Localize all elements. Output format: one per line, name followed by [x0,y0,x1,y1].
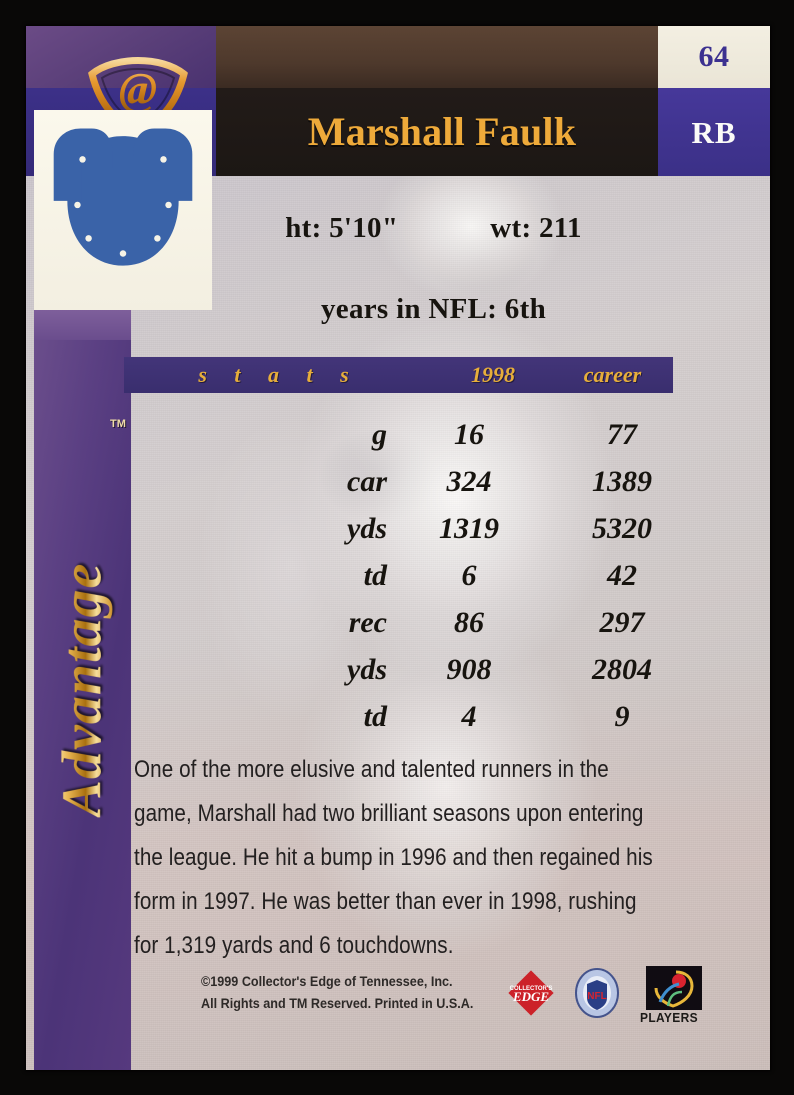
player-vitals: ht: 5'10" wt: 211 years in NFL: 6th [131,186,736,351]
position-label: RB [691,114,737,150]
stats-row: yds 908 2804 [124,646,736,693]
svg-text:EDGE: EDGE [512,989,549,1004]
stats-row-career: 297 [599,605,645,639]
stats-row-label: td [363,699,387,733]
vital-years-in-nfl: years in NFL: 6th [320,293,546,325]
stats-table: g 16 77 car 324 1389 yds 1319 5320 td 6 42 rec 86 297 y… [124,411,736,740]
trading-card: 64 RB Marshall Faulk [26,26,770,1070]
stats-row-season: 1319 [439,511,499,545]
copyright-line-2: All Rights and TM Reserved. Printed in U… [201,995,474,1011]
stats-row-career: 1389 [592,464,652,498]
svg-text:@: @ [119,63,157,114]
stats-header-label: s t a t s [198,361,360,387]
stats-row-label: td [363,558,387,592]
stats-header-career: career [583,361,642,387]
card-number: 64 [698,40,730,73]
stats-row: car 324 1389 [124,458,736,505]
stats-row-label: rec [348,605,387,639]
player-name: Marshall Faulk [307,109,577,154]
stats-header-bar: s t a t s 1998 career [124,357,673,393]
stats-row-season: 6 [461,558,477,592]
card-footer: ©1999 Collector's Edge of Tennessee, Inc… [176,964,736,1042]
stats-row-career: 2804 [592,652,652,686]
stats-row: td 6 42 [124,552,736,599]
stats-row-label: car [347,464,387,498]
stats-row-season: 908 [446,652,492,686]
stats-row-season: 324 [446,464,492,498]
player-bio: One of the more elusive and talented run… [134,748,742,968]
team-logo-box [34,110,212,310]
nfl-players-label: PLAYERS [640,1010,698,1025]
copyright-block: ©1999 Collector's Edge of Tennessee, Inc… [201,970,473,1014]
left-spine-top-accent [34,310,131,340]
vital-weight: wt: 211 [490,212,582,244]
footer-logos: COLLECTOR'S EDGE NFL [506,964,736,1034]
stats-header-season: 1998 [471,361,515,387]
left-spine-panel [34,310,131,1070]
svg-text:COLLECTOR'S: COLLECTOR'S [510,986,553,992]
player-bio-text: One of the more elusive and talented run… [134,756,653,959]
stats-row: td 4 9 [124,693,736,740]
stats-row-career: 77 [607,417,637,451]
stats-row: rec 86 297 [124,599,736,646]
nfl-players-icon [646,966,702,1024]
stats-row-label: yds [347,652,387,686]
player-name-banner: Marshall Faulk [226,88,658,176]
collectors-edge-diamond-icon: COLLECTOR'S EDGE [506,968,556,1018]
stats-row: g 16 77 [124,411,736,458]
card-number-box: 64 [658,26,770,88]
vital-height: ht: 5'10" [285,212,399,244]
stats-row: yds 1319 5320 [124,505,736,552]
stats-row-season: 86 [454,605,484,639]
stats-row-career: 9 [614,699,630,733]
stats-row-career: 5320 [592,511,652,545]
stats-row-season: 16 [454,417,484,451]
stats-row-season: 4 [461,699,477,733]
advantage-wordmark-text: Advantage [51,562,114,818]
position-box: RB [658,88,770,176]
stats-row-label: yds [347,511,387,545]
copyright-line-1: ©1999 Collector's Edge of Tennessee, Inc… [201,973,453,989]
advantage-tm-mark: TM [110,418,126,430]
stats-row-label: g [372,417,387,451]
colts-horseshoe-icon [53,128,193,266]
stats-row-career: 42 [607,558,637,592]
nfl-shield-icon: NFL [574,968,620,1018]
svg-text:NFL: NFL [587,991,606,1002]
